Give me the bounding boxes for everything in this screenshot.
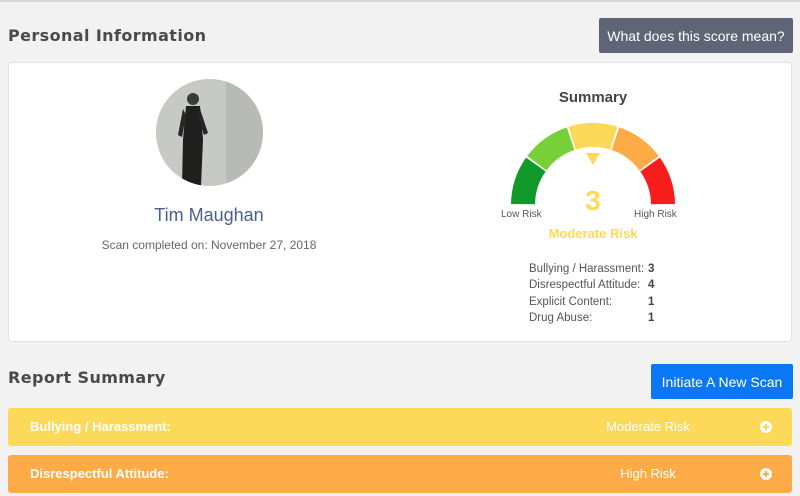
breakdown-value: 4 — [648, 279, 655, 292]
gauge-segment — [568, 123, 618, 150]
report-row-bullying[interactable]: Bullying / Harassment: Moderate Risk — [8, 408, 792, 446]
low-risk-label: Low Risk — [501, 209, 542, 220]
report-row-disrespectful-attitude[interactable]: Disrespectful Attitude: High Risk — [8, 455, 792, 493]
report-summary-heading: Report Summary — [8, 368, 166, 387]
initiate-new-scan-button[interactable]: Initiate A New Scan — [651, 364, 793, 399]
scan-completed-date: Scan completed on: November 27, 2018 — [101, 238, 317, 252]
breakdown-value: 1 — [648, 295, 655, 308]
risk-gauge — [511, 123, 675, 205]
gauge-segment — [611, 127, 659, 171]
avatar-photo — [156, 79, 263, 186]
breakdown-row: Disrespectful Attitude: 4 — [529, 279, 654, 295]
report-row-category: Disrespectful Attitude: — [30, 466, 169, 481]
expand-plus-icon[interactable] — [760, 421, 772, 433]
risk-score-value: 3 — [585, 185, 601, 216]
expand-plus-icon[interactable] — [760, 468, 772, 480]
summary-title: Summary — [558, 89, 628, 106]
personal-info-card: Tim Maughan Scan completed on: November … — [8, 62, 792, 342]
breakdown-label: Bullying / Harassment: — [529, 263, 645, 275]
score-breakdown: Bullying / Harassment: 3 Disrespectful A… — [529, 263, 654, 328]
breakdown-row: Bullying / Harassment: 3 — [529, 263, 654, 279]
gauge-pointer-icon — [586, 153, 600, 165]
risk-level-text: Moderate Risk — [548, 226, 638, 241]
breakdown-label: Explicit Content: — [529, 295, 613, 308]
breakdown-value: 1 — [648, 311, 655, 324]
score-meaning-button[interactable]: What does this score mean? — [599, 18, 793, 53]
breakdown-label: Drug Abuse: — [529, 311, 593, 324]
breakdown-row: Explicit Content: 1 — [529, 296, 654, 312]
high-risk-label: High Risk — [634, 209, 677, 220]
breakdown-label: Disrespectful Attitude: — [529, 279, 641, 292]
report-row-risk-level: High Risk — [620, 466, 676, 481]
gauge-segment — [511, 157, 546, 205]
gauge-segment — [527, 127, 575, 171]
report-row-category: Bullying / Harassment: — [30, 419, 171, 434]
report-row-risk-level: Moderate Risk — [606, 419, 690, 434]
avatar — [156, 79, 263, 186]
gauge-segment — [640, 157, 675, 205]
breakdown-row: Drug Abuse: 1 — [529, 312, 654, 328]
personal-information-heading: Personal Information — [8, 26, 207, 45]
user-name: Tim Maughan — [154, 205, 264, 225]
breakdown-value: 3 — [648, 263, 655, 275]
